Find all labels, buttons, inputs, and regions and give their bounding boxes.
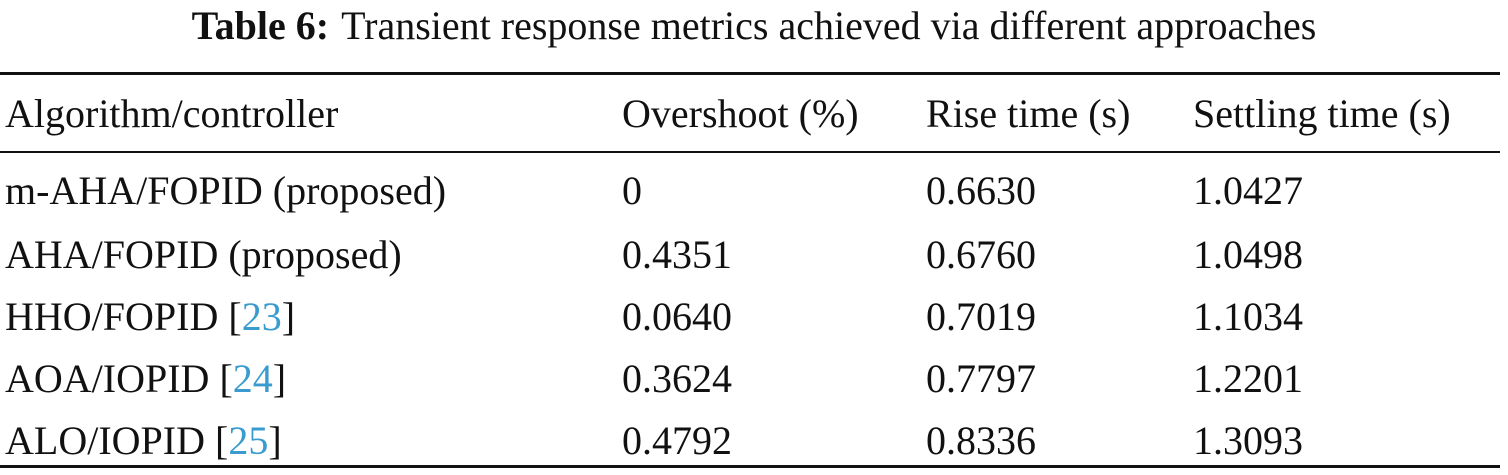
table-caption: Table 6: Transient response metrics achie… (0, 2, 1508, 50)
metrics-table: Algorithm/controller Overshoot (%) Rise … (0, 75, 1503, 471)
settling-time-cell: 1.0498 (1193, 231, 1303, 277)
algorithm-name: AOA/IOPID (5, 355, 210, 401)
overshoot-cell: 0.4351 (622, 231, 732, 277)
algorithm-name: AHA/FOPID (proposed) (5, 231, 402, 277)
caption-text: Transient response metrics achieved via … (341, 3, 1317, 48)
settling-time-cell: 1.0427 (1193, 167, 1303, 213)
header-row: Algorithm/controller Overshoot (%) Rise … (0, 75, 1503, 151)
caption-label: Table 6: (191, 3, 330, 48)
citation-link[interactable]: 24 (232, 355, 273, 401)
rise-time-cell: 0.7797 (926, 355, 1036, 401)
header-rule (0, 151, 1500, 153)
header-rise-time: Rise time (s) (926, 90, 1131, 136)
top-rule (0, 72, 1500, 75)
bottom-rule (0, 465, 1500, 468)
overshoot-cell: 0 (622, 167, 642, 213)
header-settling-time: Settling time (s) (1193, 90, 1451, 136)
algorithm-name: m-AHA/FOPID (proposed) (5, 167, 447, 213)
rise-time-cell: 0.6630 (926, 167, 1036, 213)
table-row: AOA/IOPID [24] 0.3624 0.7797 1.2201 (0, 347, 1503, 409)
table-row: m-AHA/FOPID (proposed) 0 0.6630 1.0427 (0, 151, 1503, 223)
algorithm-cell: m-AHA/FOPID (proposed) (0, 151, 622, 223)
table-row: AHA/FOPID (proposed) 0.4351 0.6760 1.049… (0, 223, 1503, 285)
rise-time-cell: 0.7019 (926, 293, 1036, 339)
header-algorithm: Algorithm/controller (5, 90, 339, 136)
citation-link[interactable]: 23 (241, 293, 282, 339)
algorithm-name: HHO/FOPID (5, 293, 219, 339)
settling-time-cell: 1.2201 (1193, 355, 1303, 401)
settling-time-cell: 1.1034 (1193, 293, 1303, 339)
algorithm-cell: AOA/IOPID [24] (5, 355, 287, 401)
rise-time-cell: 0.6760 (926, 231, 1036, 277)
settling-time-cell: 1.3093 (1193, 417, 1303, 463)
table-row: HHO/FOPID [23] 0.0640 0.7019 1.1034 (0, 285, 1503, 347)
algorithm-cell: HHO/FOPID [23] (5, 293, 296, 339)
algorithm-name: ALO/IOPID (5, 417, 205, 463)
overshoot-cell: 0.3624 (622, 355, 732, 401)
rise-time-cell: 0.8336 (926, 417, 1036, 463)
overshoot-cell: 0.0640 (622, 293, 732, 339)
overshoot-cell: 0.4792 (622, 417, 732, 463)
algorithm-cell: ALO/IOPID [25] (5, 417, 282, 463)
table-row: ALO/IOPID [25] 0.4792 0.8336 1.3093 (0, 409, 1503, 471)
algorithm-cell: AHA/FOPID (proposed) (0, 223, 622, 285)
citation-link[interactable]: 25 (228, 417, 269, 463)
header-overshoot: Overshoot (%) (622, 90, 859, 136)
